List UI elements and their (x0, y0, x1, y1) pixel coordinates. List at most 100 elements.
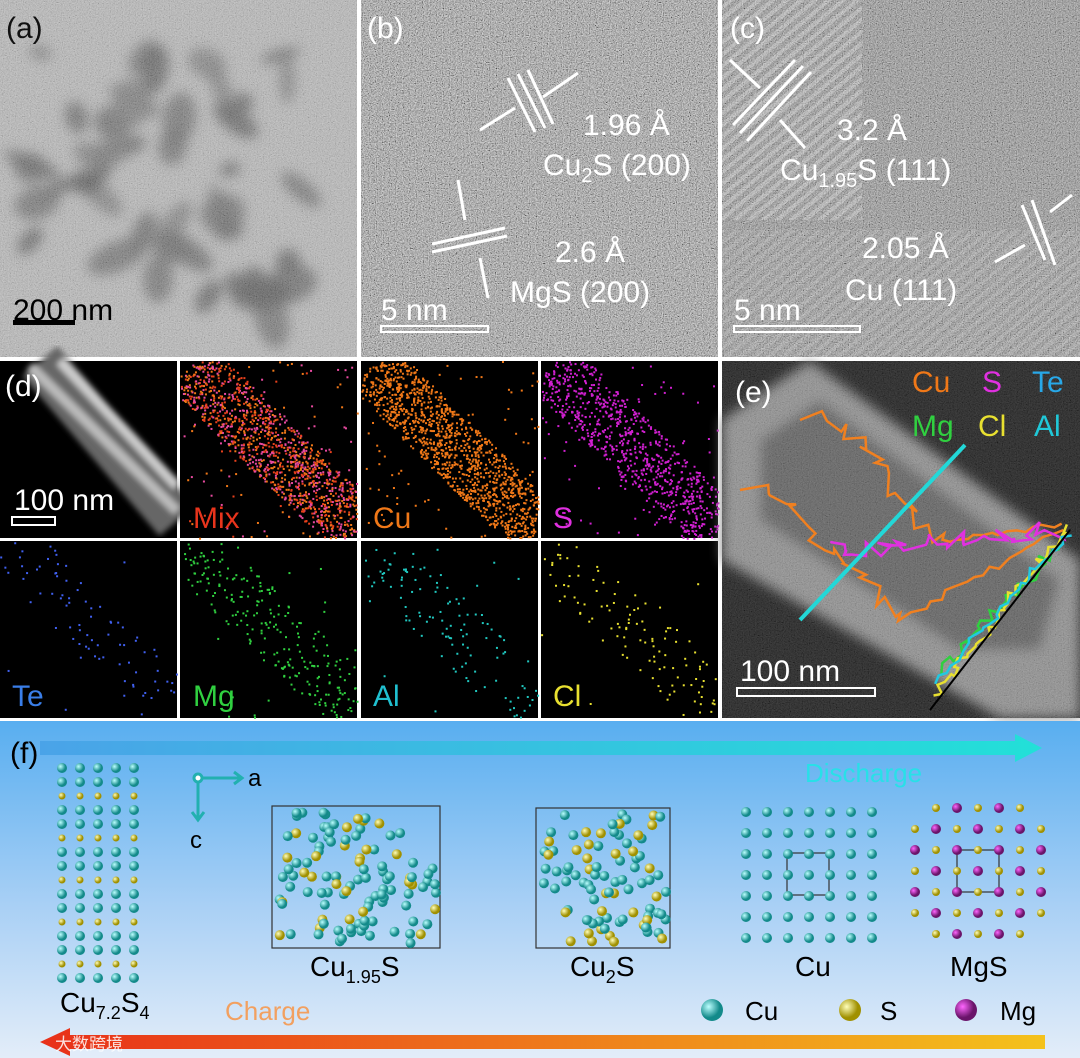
atom (129, 973, 139, 983)
atom (741, 828, 751, 838)
atom (405, 928, 416, 939)
lattice-marker (431, 69, 579, 299)
atom (1037, 867, 1045, 875)
atom (112, 792, 120, 800)
atom (1015, 824, 1025, 834)
atom (57, 889, 67, 899)
legend-label: Cu (912, 366, 950, 399)
atom (111, 805, 121, 815)
atom (358, 864, 369, 875)
atom (1036, 887, 1046, 897)
atom (340, 834, 351, 845)
atom (825, 849, 835, 859)
atom (741, 891, 751, 901)
atom (112, 876, 120, 884)
panel-label: (e) (735, 376, 772, 409)
element-map (365, 548, 540, 719)
panel-c: (c) 3.2 Å Cu1.95S (111) 2.05 Å Cu (111) … (722, 0, 1080, 357)
atom (367, 916, 378, 927)
atom (762, 912, 772, 922)
atom (129, 777, 139, 787)
atom (111, 777, 121, 787)
atom (995, 909, 1003, 917)
atom (93, 847, 103, 857)
atom (1037, 825, 1045, 833)
atom (994, 887, 1004, 897)
atom (591, 862, 602, 873)
atom (429, 879, 440, 890)
atom (318, 918, 329, 929)
atom (804, 933, 814, 943)
scale-bar (13, 320, 75, 325)
atom (130, 918, 138, 926)
atom (952, 887, 962, 897)
atom (741, 933, 751, 943)
atom (867, 807, 877, 817)
atom (741, 849, 751, 859)
haadf (22, 346, 195, 536)
atom (111, 763, 121, 773)
atom (361, 844, 372, 855)
atom (932, 846, 940, 854)
atom (551, 866, 562, 877)
structure-label: Cu2S (570, 951, 635, 987)
atom (93, 945, 103, 955)
atom (384, 871, 395, 882)
atom (549, 883, 560, 894)
atom (590, 869, 601, 880)
atom (783, 807, 793, 817)
map-tile (541, 541, 718, 718)
atom (783, 912, 793, 922)
atom (601, 912, 612, 923)
atom (57, 763, 67, 773)
atom (430, 887, 441, 898)
atom (994, 803, 1004, 813)
lattice-marker (728, 58, 1073, 266)
atom (599, 923, 610, 934)
atom (58, 918, 66, 926)
atom (351, 830, 362, 841)
atom (543, 849, 554, 860)
phase-label: Cu (111) (845, 274, 957, 307)
atom (994, 845, 1004, 855)
atom (623, 884, 634, 895)
atom (762, 870, 772, 880)
atom (1036, 845, 1046, 855)
scale-bar (733, 325, 861, 333)
atom (344, 914, 355, 925)
atom (621, 838, 632, 849)
atom (804, 849, 814, 859)
atom (762, 849, 772, 859)
map-label: S (553, 502, 573, 535)
legend-label: Te (1032, 366, 1064, 399)
atom (285, 881, 296, 892)
atom (389, 926, 400, 937)
atom (377, 861, 388, 872)
atom (376, 889, 387, 900)
atom (846, 891, 856, 901)
atom (609, 827, 620, 838)
atom (628, 846, 639, 857)
atom (973, 824, 983, 834)
atom (546, 827, 557, 838)
panel-b: (b) 1.96 Å Cu2S (200) 2.6 Å MgS (200) 5 … (361, 0, 718, 357)
structure-label: Cu1.95S (310, 951, 400, 987)
atom (825, 912, 835, 922)
charge-arrow (40, 1028, 1045, 1056)
atom (57, 945, 67, 955)
atom (75, 819, 85, 829)
atom (637, 878, 648, 889)
map-label: Te (12, 680, 44, 713)
line-profile (939, 536, 1063, 677)
d-spacing: 2.05 Å (862, 232, 949, 265)
atom (563, 862, 574, 873)
atom (586, 936, 597, 947)
atom (58, 960, 66, 968)
map-tile (0, 541, 177, 718)
atom (974, 846, 982, 854)
atom (581, 915, 592, 926)
phase-label: MgS (200) (510, 276, 650, 309)
atom (354, 856, 365, 867)
atom (762, 891, 772, 901)
atom (540, 863, 551, 874)
